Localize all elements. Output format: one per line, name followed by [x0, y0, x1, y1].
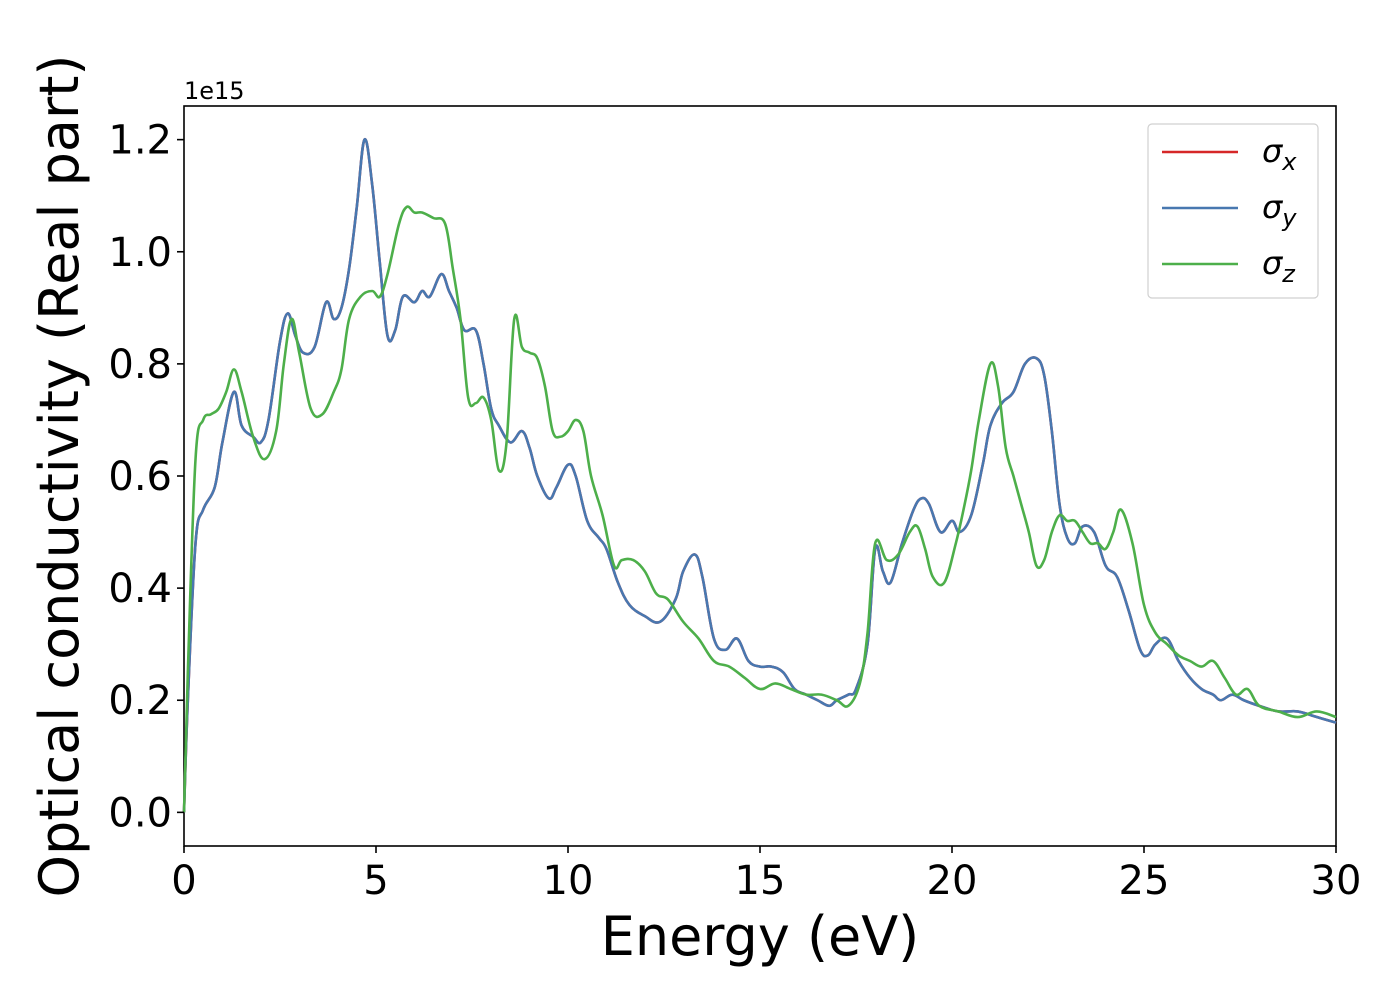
- x-tick-label: 30: [1311, 858, 1362, 904]
- y-tick-label: 0.0: [108, 790, 172, 836]
- x-tick-label: 20: [927, 858, 978, 904]
- x-tick-label: 15: [735, 858, 786, 904]
- y-axis-ticks: 0.0 0.2 0.4 0.6 0.8 1.0 1.2: [108, 118, 184, 836]
- x-tick-label: 25: [1119, 858, 1170, 904]
- x-tick-label: 10: [543, 858, 594, 904]
- legend: σx σy σz: [1147, 123, 1319, 299]
- y-tick-label: 0.8: [108, 342, 172, 388]
- legend-box: [1147, 123, 1319, 299]
- x-tick-label: 0: [171, 858, 196, 904]
- series-line-sigma-z: [182, 205, 1337, 813]
- series-lines: [182, 138, 1337, 813]
- x-tick-label: 5: [363, 858, 388, 904]
- y-offset-label: 1e15: [184, 77, 245, 105]
- y-tick-label: 0.2: [108, 678, 172, 724]
- legend-label-sigma-x: σx: [1262, 132, 1297, 176]
- x-axis-ticks: 0 5 10 15 20 25 30: [171, 846, 1361, 904]
- x-axis-title: Energy (eV): [601, 905, 920, 968]
- legend-label-sigma-z: σz: [1262, 244, 1296, 288]
- y-tick-label: 0.6: [108, 454, 172, 500]
- series-line-sigma-y: [182, 138, 1337, 813]
- y-tick-label: 1.0: [108, 230, 172, 276]
- y-tick-label: 0.4: [108, 566, 172, 612]
- y-axis-title: Optical conductivity (Real part): [28, 55, 91, 898]
- y-tick-label: 1.2: [108, 118, 172, 164]
- legend-label-sigma-y: σy: [1262, 188, 1297, 232]
